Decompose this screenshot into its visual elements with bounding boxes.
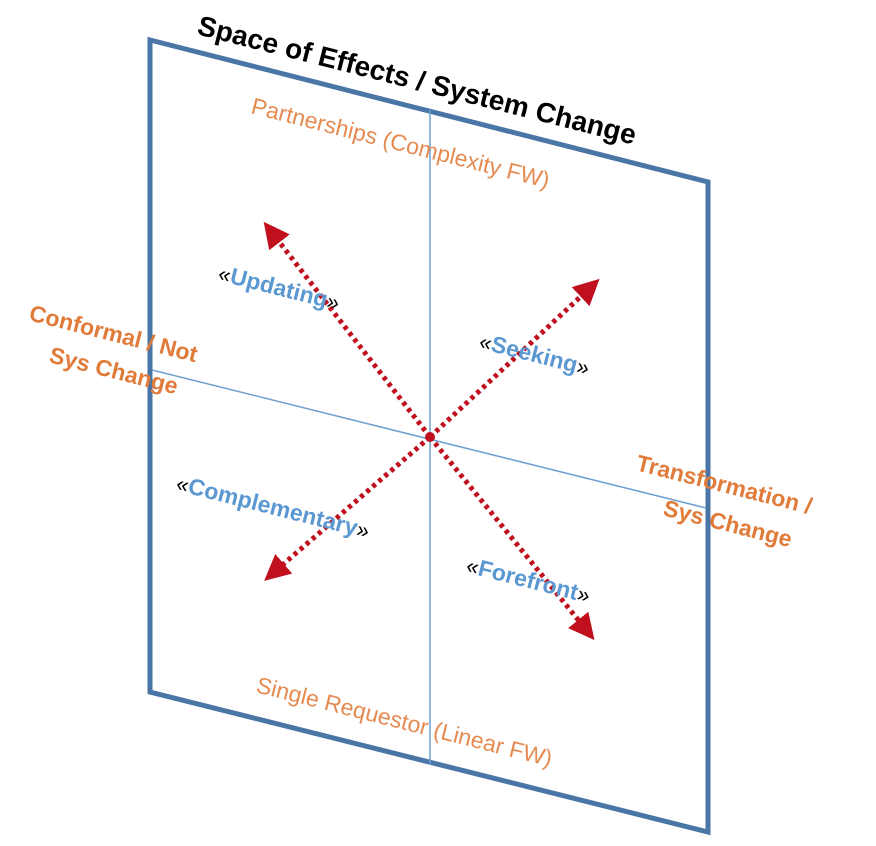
center-point <box>425 432 435 442</box>
quadrant-label-forefront: «Forefront» <box>464 552 593 608</box>
quadrant-label-updating: «Updating» <box>216 260 343 316</box>
arrow-seeking <box>428 278 600 439</box>
quadrant-label-complementary: «Complementary» <box>174 470 373 544</box>
frame-parallelogram <box>147 36 711 836</box>
arrow-forefront <box>428 435 595 641</box>
diagram-title: Space of Effects / System Change <box>195 10 640 151</box>
arrow-complementary <box>264 435 432 581</box>
quadrant-label-seeking: «Seeking» <box>477 328 593 381</box>
arrow-updating <box>263 221 432 439</box>
